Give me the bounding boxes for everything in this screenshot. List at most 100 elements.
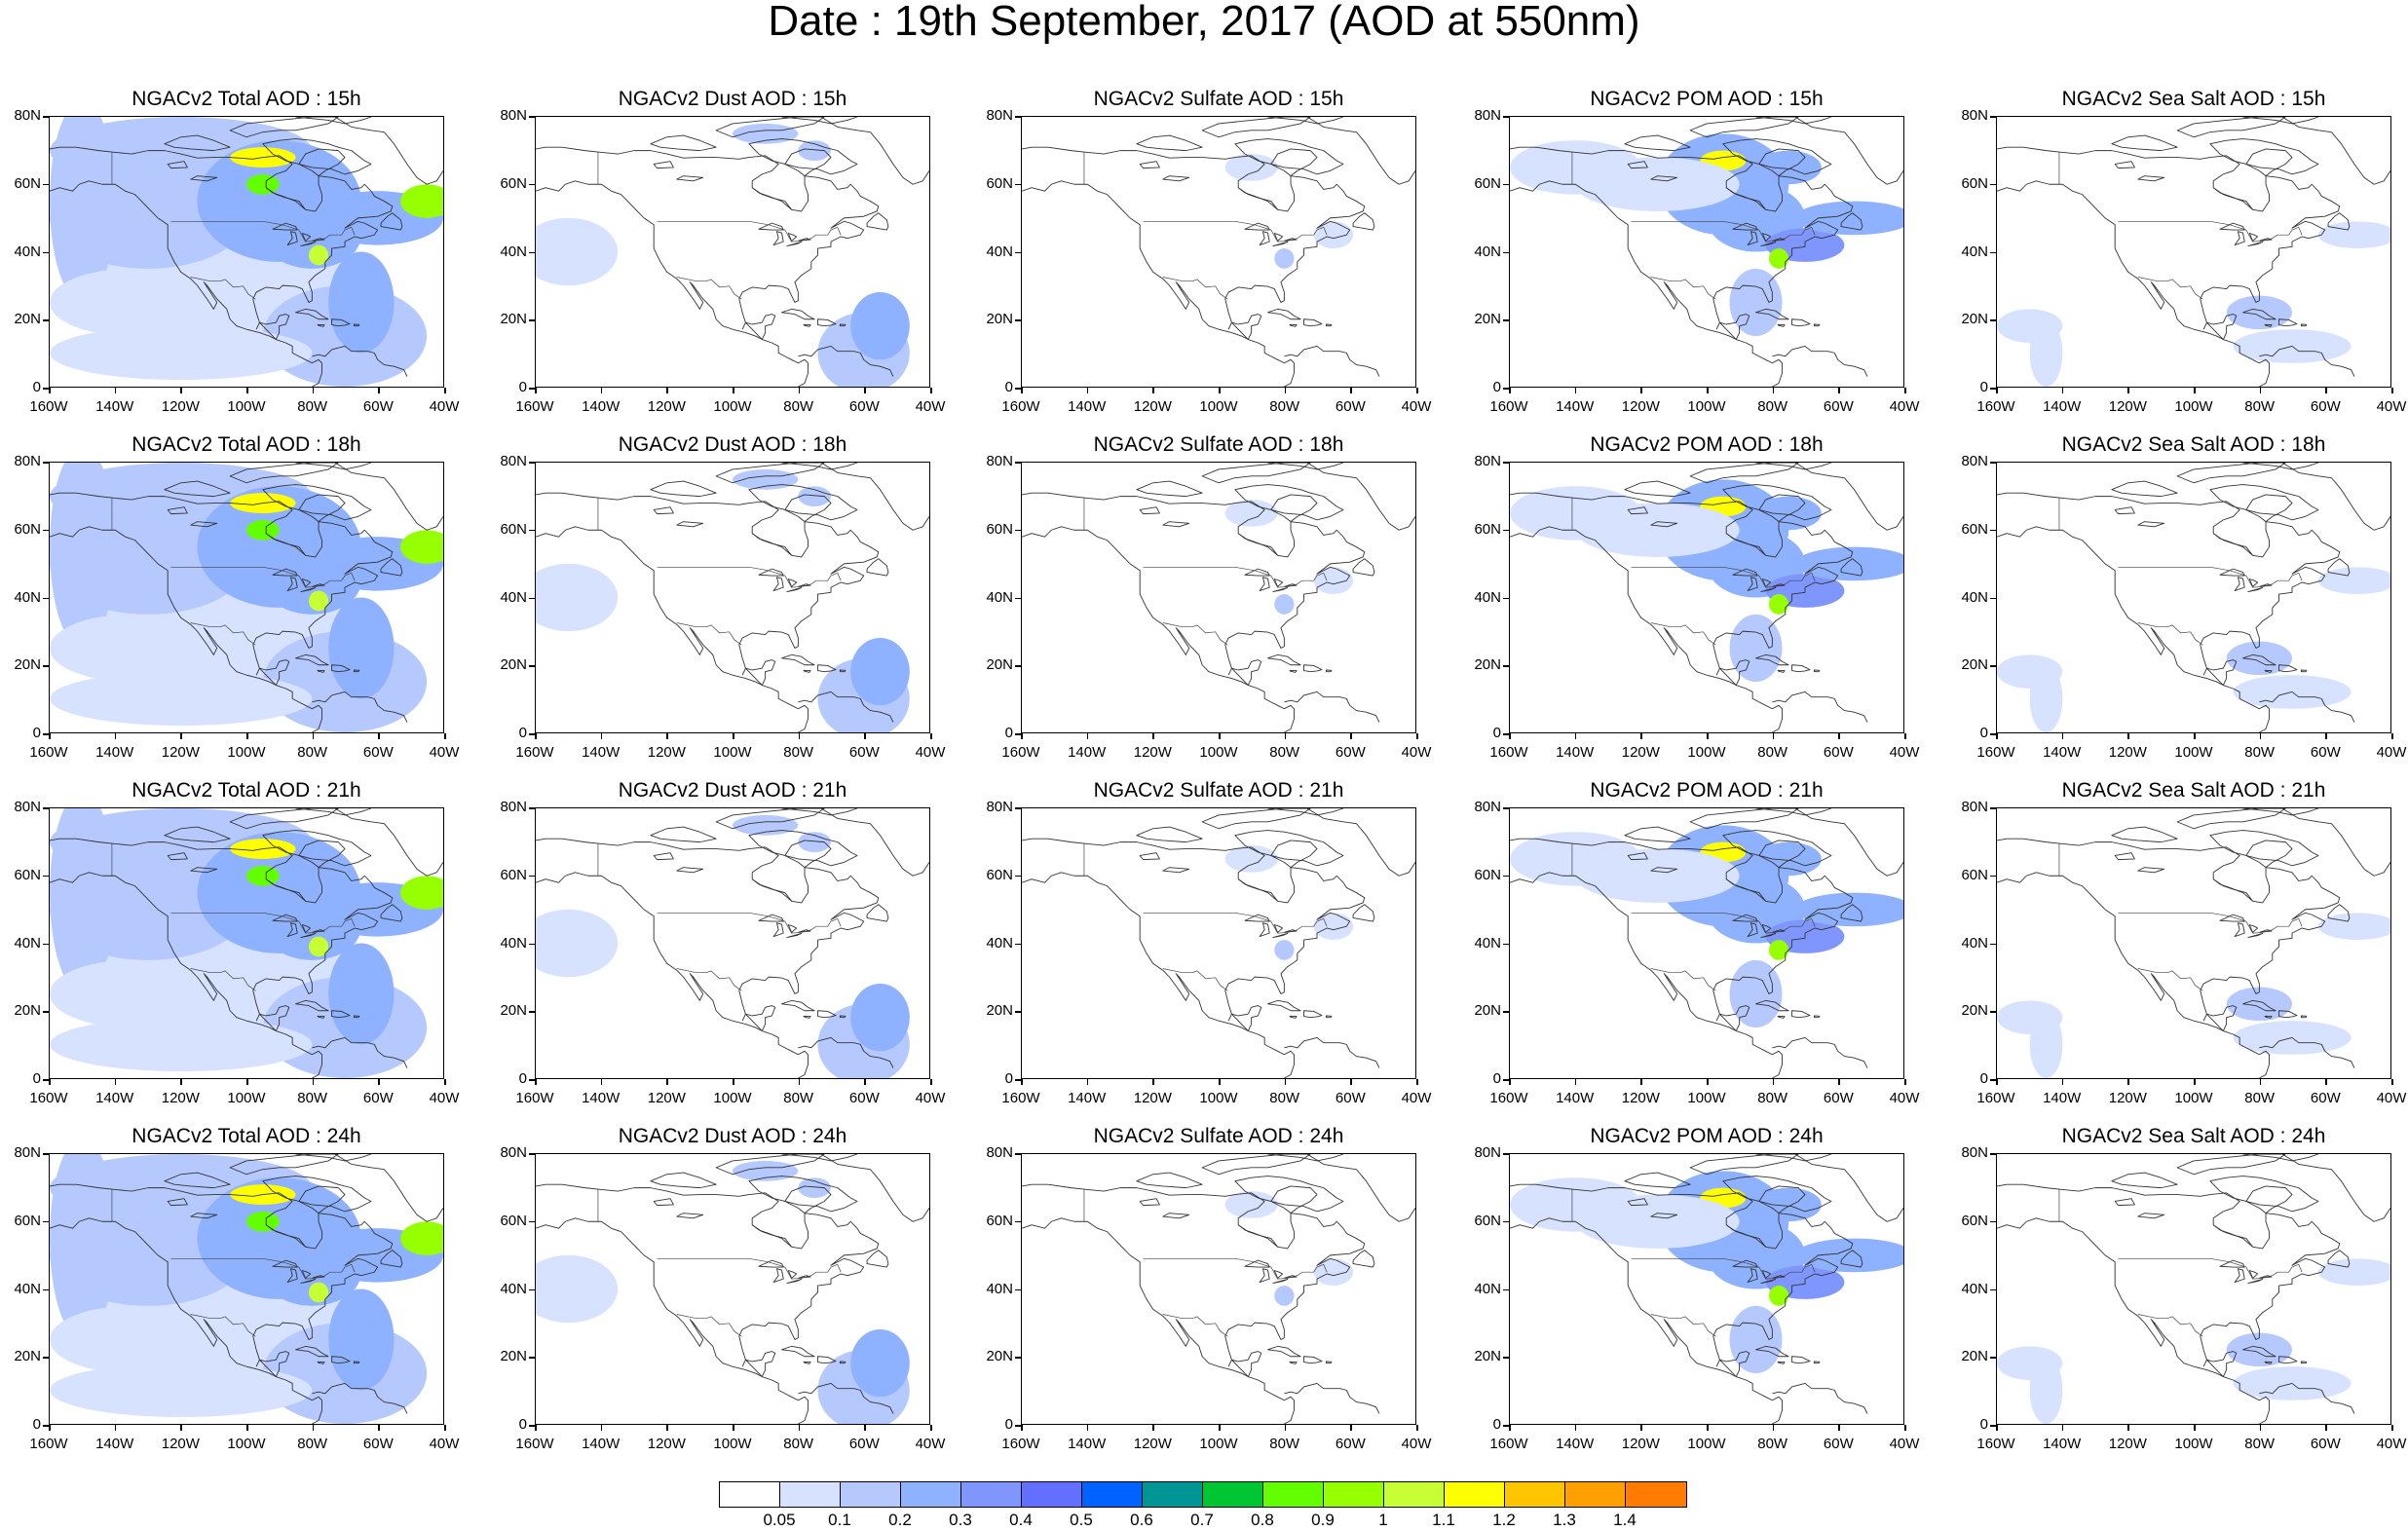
lon-tick <box>1574 733 1577 739</box>
aod-region <box>1755 841 1822 877</box>
aod-region <box>2317 221 2390 249</box>
lat-tick <box>1990 183 1996 186</box>
lon-tick <box>1284 1425 1287 1431</box>
lon-tick-label: 120W <box>647 744 686 761</box>
panel-title: NGACv2 POM AOD : 24h <box>1590 1125 1824 1147</box>
lon-tick <box>1219 733 1221 739</box>
lat-tick-label: 80N <box>1474 453 1501 469</box>
lat-tick <box>1503 183 1509 186</box>
lon-tick-label: 120W <box>161 1090 200 1106</box>
colorbar-swatch <box>1445 1482 1505 1507</box>
lon-tick <box>1350 733 1352 739</box>
lon-tick <box>1284 388 1287 393</box>
lon-tick-label: 60W <box>848 1436 880 1452</box>
lon-tick-label: 140W <box>95 1090 134 1106</box>
lon-tick-label: 140W <box>1068 744 1107 761</box>
lon-tick-label: 60W <box>362 1090 394 1106</box>
lat-tick-label: 40N <box>1961 588 1988 606</box>
lat-tick-label: 60N <box>1474 866 1501 883</box>
lat-tick <box>1015 665 1021 667</box>
lon-tick-label: 100W <box>227 1090 266 1106</box>
panel-title: NGACv2 Total AOD : 18h <box>132 433 361 456</box>
lat-tick <box>1503 807 1509 809</box>
lon-tick <box>1350 1425 1352 1431</box>
aod-region <box>328 597 395 699</box>
colorbar-swatch <box>1505 1482 1565 1507</box>
aod-region <box>50 117 116 303</box>
lat-tick <box>1015 1153 1021 1155</box>
aod-region <box>246 1211 280 1232</box>
country-borders <box>597 843 842 991</box>
lon-tick <box>1086 1425 1089 1431</box>
lat-tick <box>529 251 535 253</box>
aod-region <box>798 140 831 162</box>
map-svg <box>1022 808 1415 1078</box>
aod-region <box>1313 567 1354 595</box>
aod-region <box>328 943 395 1045</box>
lat-tick-label: 20N <box>986 311 1013 328</box>
map-pom-aod <box>1509 1153 1904 1425</box>
lon-tick <box>864 733 866 739</box>
lat-tick <box>43 733 49 735</box>
map-svg <box>1510 463 1903 732</box>
lat-tick-label: 0 <box>32 1070 41 1087</box>
aod-region <box>1794 892 1903 927</box>
lon-tick-label: 120W <box>2108 1090 2147 1106</box>
lat-tick <box>1990 116 1996 118</box>
lon-tick-label: 40W <box>429 398 460 415</box>
aod-region <box>50 1017 313 1072</box>
lon-tick-label: 120W <box>161 398 200 415</box>
colorbar-swatch <box>841 1482 901 1507</box>
lat-tick-label: 0 <box>1979 1416 1988 1433</box>
lon-tick <box>2325 1079 2327 1085</box>
lat-tick <box>529 943 535 945</box>
lon-tick <box>444 733 446 739</box>
lon-tick <box>49 733 51 739</box>
lon-tick <box>1640 733 1642 739</box>
lat-tick <box>43 1011 49 1013</box>
map-svg <box>1022 1154 1415 1424</box>
panel-title: NGACv2 Sea Salt AOD : 15h <box>2061 88 2326 110</box>
map-total-aod <box>49 807 444 1079</box>
aod-region <box>400 1221 443 1255</box>
lon-tick-label: 140W <box>1068 1436 1107 1452</box>
lat-tick-label: 0 <box>518 1416 527 1433</box>
lat-tick <box>1503 1425 1509 1427</box>
lat-tick-label: 60N <box>500 1212 527 1229</box>
lon-tick-label: 40W <box>2376 398 2407 415</box>
lat-tick-label: 40N <box>14 934 41 952</box>
lat-tick <box>1015 388 1021 390</box>
lon-tick-label: 80W <box>297 1090 328 1106</box>
lat-tick-label: 20N <box>500 311 527 328</box>
lat-tick-label: 80N <box>1961 1144 1988 1161</box>
country-borders <box>2058 1189 2303 1337</box>
map-svg <box>1997 808 2390 1078</box>
lon-tick <box>312 1425 315 1431</box>
lat-tick-label: 60N <box>500 174 527 192</box>
country-borders <box>597 498 842 646</box>
lon-tick-label: 40W <box>429 1090 460 1106</box>
lat-tick <box>43 116 49 118</box>
lat-tick-label: 0 <box>1004 379 1013 395</box>
lat-tick-label: 20N <box>14 311 41 328</box>
panel-title: NGACv2 Total AOD : 24h <box>132 1125 361 1147</box>
lon-tick <box>600 388 603 393</box>
lat-tick-label: 20N <box>14 1002 41 1020</box>
lon-tick-label: 60W <box>2310 1436 2341 1452</box>
lon-tick-label: 80W <box>783 1436 814 1452</box>
lat-tick-label: 20N <box>500 656 527 674</box>
coastlines <box>536 463 929 732</box>
lon-tick-label: 120W <box>647 1436 686 1452</box>
lat-tick <box>43 1079 49 1081</box>
country-borders <box>1571 843 1816 991</box>
colorbar-swatch <box>1384 1482 1445 1507</box>
lon-tick <box>930 1425 932 1431</box>
aod-region <box>798 832 831 853</box>
lat-tick <box>1990 462 1996 464</box>
lat-tick-label: 20N <box>1961 1348 1988 1365</box>
lon-tick <box>930 388 932 393</box>
lat-tick <box>1015 1425 1021 1427</box>
aod-region <box>1768 248 1789 269</box>
map-dust-aod <box>535 116 930 388</box>
lon-tick <box>864 388 866 393</box>
